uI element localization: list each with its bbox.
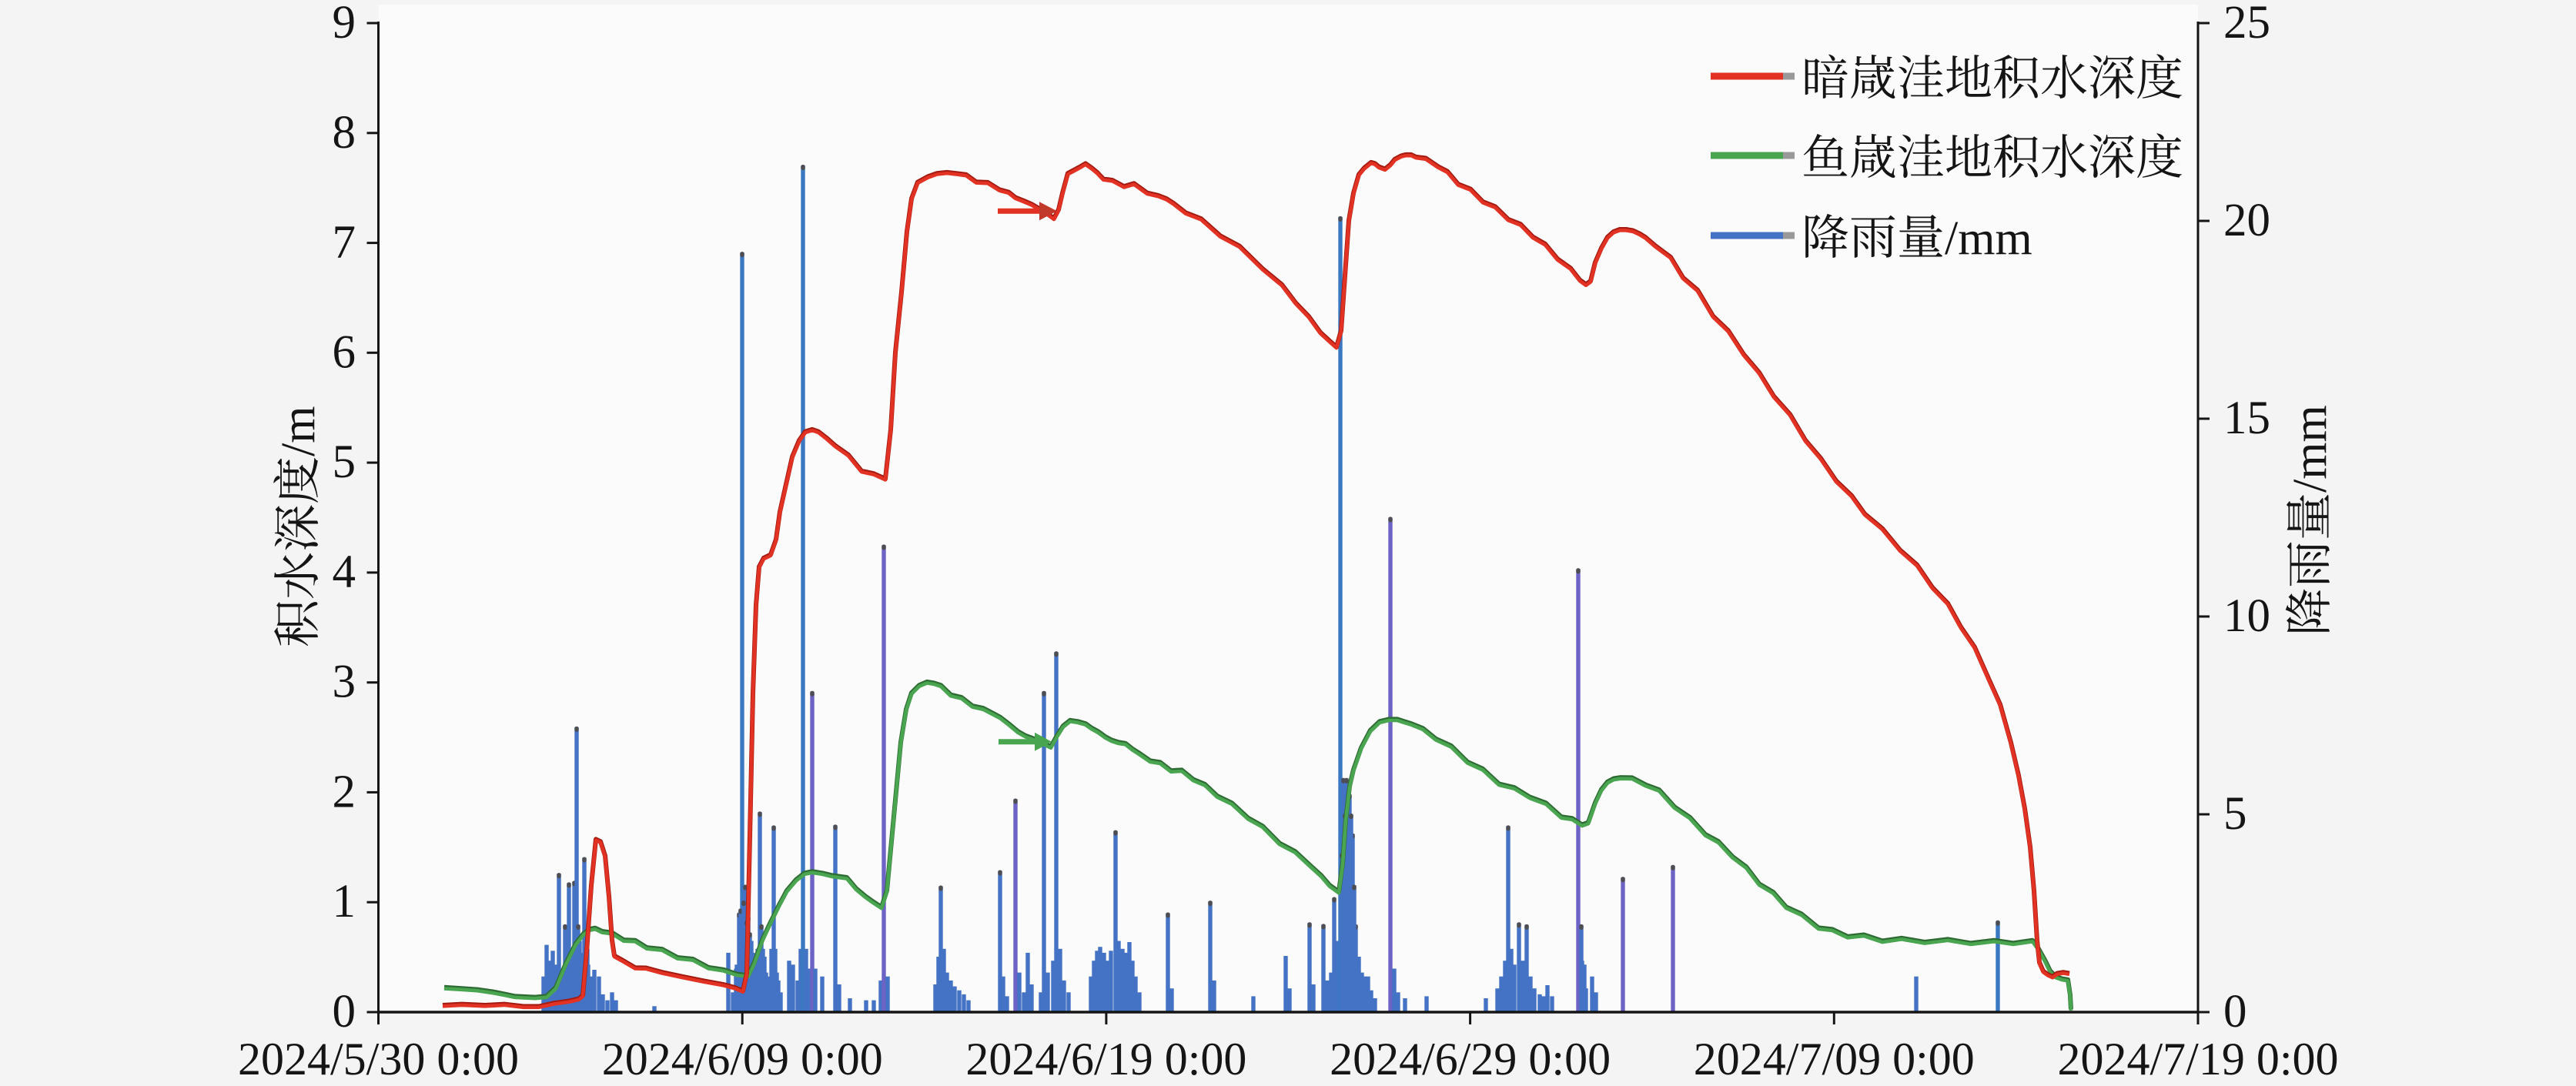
svg-text:2024/6/29 0:00: 2024/6/29 0:00	[1330, 1034, 1611, 1082]
svg-text:2024/7/09 0:00: 2024/7/09 0:00	[1694, 1034, 1975, 1082]
svg-text:1: 1	[333, 876, 356, 927]
svg-text:8: 8	[333, 107, 356, 159]
svg-text:0: 0	[333, 986, 356, 1038]
svg-text:5: 5	[333, 436, 356, 488]
svg-text:10: 10	[2223, 590, 2270, 642]
svg-text:4: 4	[333, 546, 356, 598]
svg-text:2024/6/09 0:00: 2024/6/09 0:00	[602, 1034, 883, 1082]
svg-text:3: 3	[333, 657, 356, 708]
svg-text:/mm: /mm	[1945, 212, 2032, 265]
svg-text:5: 5	[2223, 788, 2247, 840]
svg-text:2: 2	[333, 766, 356, 817]
svg-text:/m: /m	[273, 406, 325, 456]
svg-text:6: 6	[333, 326, 356, 378]
svg-text:2024/7/19 0:00: 2024/7/19 0:00	[2057, 1034, 2338, 1082]
svg-text:7: 7	[333, 217, 356, 269]
svg-text:25: 25	[2223, 0, 2270, 48]
svg-text:2024/6/19 0:00: 2024/6/19 0:00	[965, 1034, 1246, 1082]
svg-text:15: 15	[2223, 393, 2270, 444]
svg-text:/mm: /mm	[2284, 405, 2337, 493]
svg-text:0: 0	[2223, 986, 2247, 1038]
svg-text:2024/5/30 0:00: 2024/5/30 0:00	[238, 1034, 519, 1082]
svg-text:20: 20	[2223, 195, 2270, 246]
svg-text:9: 9	[333, 0, 356, 48]
